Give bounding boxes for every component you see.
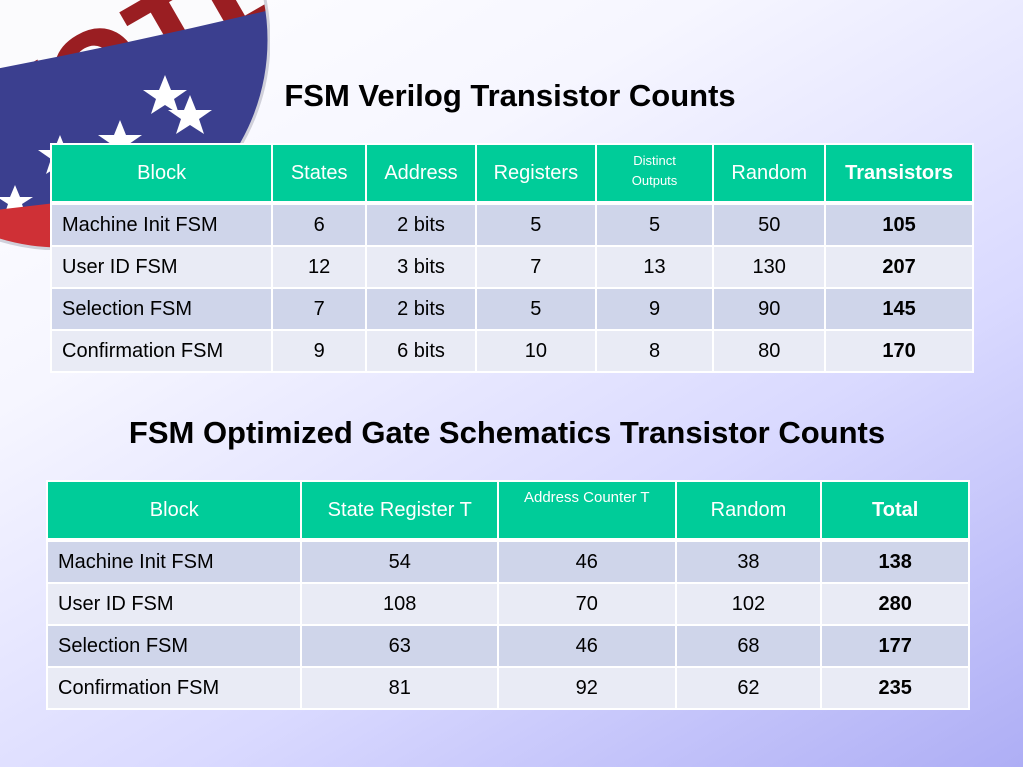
cell-random: 102 [674, 582, 823, 626]
cell-block: User ID FSM [45, 582, 303, 626]
cell-block: Selection FSM [45, 624, 303, 668]
table-row: Confirmation FSM 81 92 62 235 [45, 666, 970, 710]
cell-transistors: 207 [824, 245, 974, 289]
page-title-optimized: FSM Optimized Gate Schematics Transistor… [128, 415, 886, 450]
column-header-distinct-outputs-line1: Distinct [633, 153, 676, 168]
cell-registers: 5 [474, 202, 597, 247]
cell-states: 9 [271, 329, 368, 373]
column-header-registers: Registers [474, 143, 597, 205]
cell-address-counter: 70 [497, 582, 677, 626]
table-header-row: Block States Address Registers Distinct O… [49, 143, 974, 205]
cell-distinct-outputs: 5 [594, 202, 715, 247]
column-header-transistors: Transistors [824, 143, 974, 205]
column-header-random: Random [674, 480, 823, 542]
cell-total: 280 [820, 582, 970, 626]
cell-distinct-outputs: 9 [594, 287, 715, 331]
cell-transistors: 105 [824, 202, 974, 247]
cell-states: 6 [271, 202, 368, 247]
column-header-block: Block [49, 143, 274, 205]
table-row: User ID FSM 108 70 102 280 [45, 582, 970, 626]
cell-random: 68 [674, 624, 823, 668]
cell-state-register: 108 [300, 582, 500, 626]
column-header-states: States [271, 143, 368, 205]
table-row: Selection FSM 7 2 bits 5 9 90 145 [49, 287, 974, 331]
table-row: Selection FSM 63 46 68 177 [45, 624, 970, 668]
cell-address-counter: 46 [497, 539, 677, 584]
cell-address: 2 bits [365, 202, 477, 247]
column-header-state-register: State Register T [300, 480, 500, 542]
column-header-address-counter: Address Counter T [497, 480, 677, 542]
cell-registers: 7 [474, 245, 597, 289]
page-title-verilog: FSM Verilog Transistor Counts [284, 78, 736, 113]
cell-distinct-outputs: 8 [594, 329, 715, 373]
column-header-block: Block [45, 480, 303, 542]
cell-total: 177 [820, 624, 970, 668]
cell-state-register: 54 [300, 539, 500, 584]
cell-block: Machine Init FSM [49, 202, 274, 247]
cell-address: 6 bits [365, 329, 477, 373]
cell-state-register: 81 [300, 666, 500, 710]
cell-total: 138 [820, 539, 970, 584]
cell-block: Confirmation FSM [45, 666, 303, 710]
cell-state-register: 63 [300, 624, 500, 668]
column-header-distinct-outputs-line2: Outputs [631, 173, 678, 188]
column-header-random: Random [712, 143, 827, 205]
cell-random: 38 [674, 539, 823, 584]
cell-total: 235 [820, 666, 970, 710]
optimized-transistor-table: Block State Register T Address Counter T… [45, 480, 970, 710]
cell-block: User ID FSM [49, 245, 274, 289]
cell-block: Selection FSM [49, 287, 274, 331]
cell-random: 62 [674, 666, 823, 710]
table-row: Machine Init FSM 54 46 38 138 [45, 539, 970, 584]
column-header-address: Address [365, 143, 477, 205]
column-header-distinct-outputs: Distinct Outputs [594, 143, 715, 205]
cell-address-counter: 92 [497, 666, 677, 710]
cell-distinct-outputs: 13 [594, 245, 715, 289]
table-row: User ID FSM 12 3 bits 7 13 130 207 [49, 245, 974, 289]
table-header-row: Block State Register T Address Counter T… [45, 480, 970, 542]
cell-transistors: 170 [824, 329, 974, 373]
cell-random: 90 [712, 287, 827, 331]
cell-block: Confirmation FSM [49, 329, 274, 373]
cell-states: 7 [271, 287, 368, 331]
cell-states: 12 [271, 245, 368, 289]
cell-block: Machine Init FSM [45, 539, 303, 584]
table-row: Machine Init FSM 6 2 bits 5 5 50 105 [49, 202, 974, 247]
cell-random: 130 [712, 245, 827, 289]
column-header-total: Total [820, 480, 970, 542]
cell-random: 50 [712, 202, 827, 247]
cell-registers: 10 [474, 329, 597, 373]
verilog-transistor-table: Block States Address Registers Distinct O… [49, 143, 974, 373]
cell-registers: 5 [474, 287, 597, 331]
cell-random: 80 [712, 329, 827, 373]
cell-transistors: 145 [824, 287, 974, 331]
cell-address: 3 bits [365, 245, 477, 289]
table-row: Confirmation FSM 9 6 bits 10 8 80 170 [49, 329, 974, 373]
cell-address: 2 bits [365, 287, 477, 331]
cell-address-counter: 46 [497, 624, 677, 668]
